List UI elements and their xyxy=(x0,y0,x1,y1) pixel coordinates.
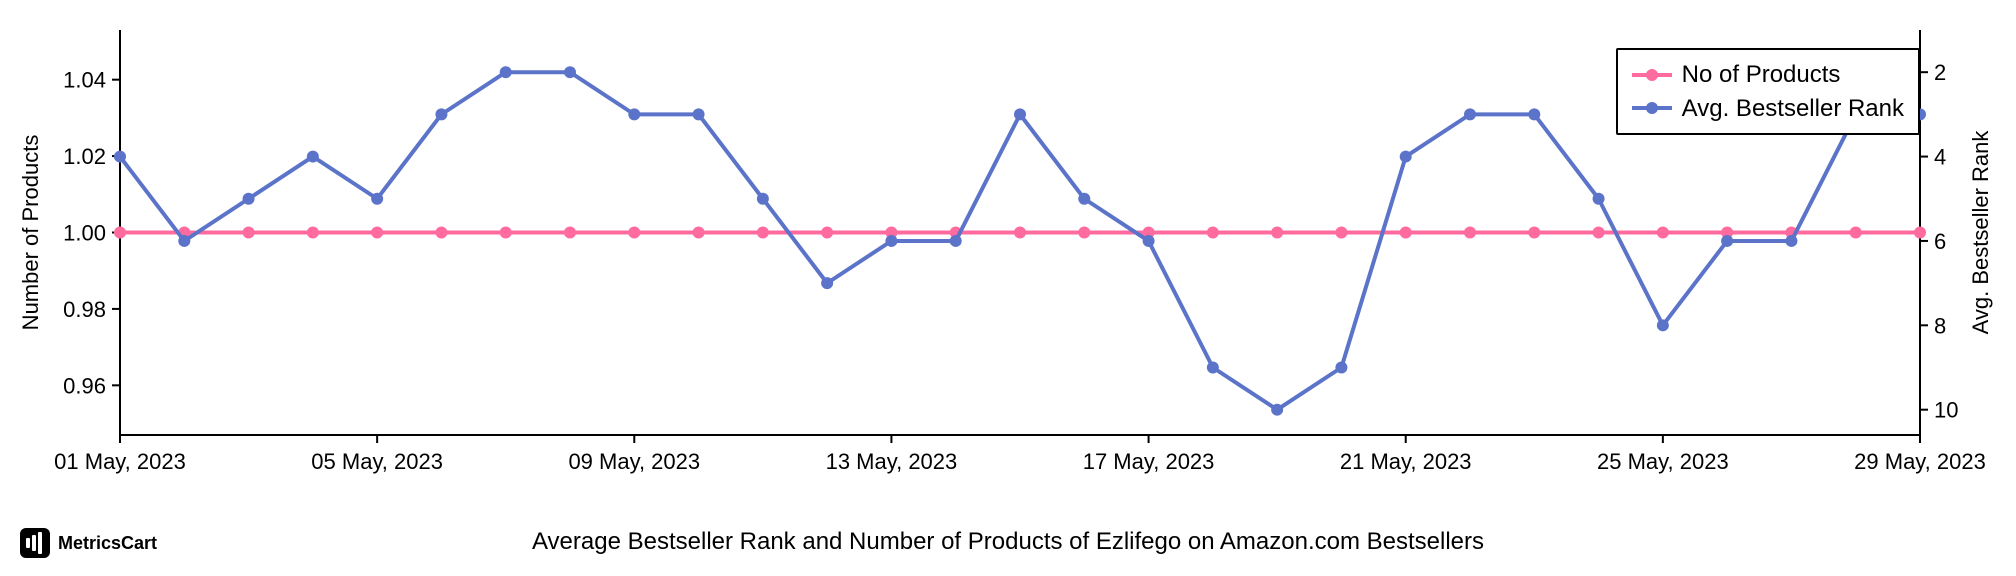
bar-chart-icon xyxy=(20,528,50,558)
legend-swatch xyxy=(1632,73,1672,77)
legend-item: No of Products xyxy=(1632,58,1904,92)
svg-text:1.04: 1.04 xyxy=(63,68,106,93)
svg-text:1.00: 1.00 xyxy=(63,221,106,246)
svg-text:05 May, 2023: 05 May, 2023 xyxy=(311,449,443,474)
svg-text:6: 6 xyxy=(1934,229,1946,254)
legend-label: No of Products xyxy=(1682,58,1841,92)
brand-name: MetricsCart xyxy=(58,533,157,554)
svg-text:1.02: 1.02 xyxy=(63,144,106,169)
svg-text:17 May, 2023: 17 May, 2023 xyxy=(1083,449,1215,474)
legend-swatch xyxy=(1632,106,1672,110)
legend-label: Avg. Bestseller Rank xyxy=(1682,92,1904,126)
svg-text:09 May, 2023: 09 May, 2023 xyxy=(568,449,700,474)
svg-text:21 May, 2023: 21 May, 2023 xyxy=(1340,449,1472,474)
svg-text:0.96: 0.96 xyxy=(63,373,106,398)
svg-text:25 May, 2023: 25 May, 2023 xyxy=(1597,449,1729,474)
svg-text:Avg. Bestseller Rank: Avg. Bestseller Rank xyxy=(1968,130,1993,335)
chart-title: Average Bestseller Rank and Number of Pr… xyxy=(0,528,2016,556)
legend: No of ProductsAvg. Bestseller Rank xyxy=(1616,48,1920,135)
svg-text:0.98: 0.98 xyxy=(63,297,106,322)
svg-text:29 May, 2023: 29 May, 2023 xyxy=(1854,449,1986,474)
chart-container: 0.96 0.98 1.00 1.02 1.04 2 4 6 8 10 01 May, 2023 05… xyxy=(0,0,2016,576)
svg-text:2: 2 xyxy=(1934,60,1946,85)
svg-text:Number of Products: Number of Products xyxy=(18,135,43,331)
legend-item: Avg. Bestseller Rank xyxy=(1632,92,1904,126)
svg-text:01 May, 2023: 01 May, 2023 xyxy=(54,449,186,474)
brand-logo: MetricsCart xyxy=(20,528,157,558)
svg-text:8: 8 xyxy=(1934,313,1946,338)
svg-text:13 May, 2023: 13 May, 2023 xyxy=(826,449,958,474)
svg-text:4: 4 xyxy=(1934,145,1946,170)
svg-text:10: 10 xyxy=(1934,398,1958,423)
